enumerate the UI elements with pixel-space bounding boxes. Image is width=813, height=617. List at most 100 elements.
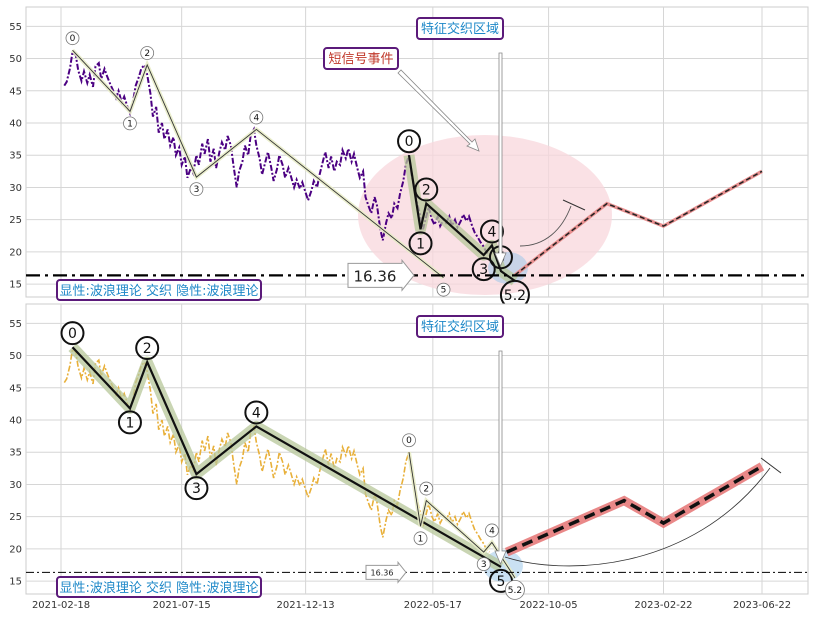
wave-node-1 <box>123 116 137 131</box>
panel-top: 1520253035404550550123450123455.216.36特征… <box>9 6 809 310</box>
y-tick-label: 50 <box>9 351 22 362</box>
short-signal-arrow <box>397 69 480 152</box>
wave-node-5.2 <box>505 579 525 600</box>
projection-curve <box>504 467 771 567</box>
wave-label-2: 2 <box>143 341 152 357</box>
legend-text: 显性:波浪理论 交织 隐性:波浪理论 <box>59 580 258 596</box>
wave-label-5: 5 <box>441 286 447 296</box>
y-tick-label: 25 <box>9 215 22 226</box>
wave-node-4 <box>479 219 504 244</box>
wave-label-4: 4 <box>252 405 261 421</box>
wave-small-line <box>72 49 444 279</box>
short-signal-label: 短信号事件 <box>328 52 393 67</box>
projection-line <box>505 464 763 554</box>
zone-label-box <box>416 315 504 338</box>
y-tick-label: 15 <box>9 577 22 588</box>
wave-label-4: 4 <box>487 224 496 240</box>
wave-label-3: 3 <box>481 560 487 570</box>
projection-cap <box>760 457 782 474</box>
wave-label-3: 3 <box>479 262 488 278</box>
hline-value-label: 16.36 <box>354 267 397 285</box>
projection-cap <box>562 199 586 211</box>
y-tick-label: 35 <box>9 151 22 162</box>
wave-label-0: 0 <box>406 436 412 446</box>
wave-node-0 <box>60 321 85 346</box>
wave-large-line <box>407 155 516 282</box>
wave-node-1 <box>117 410 142 435</box>
zone-label-box <box>416 17 504 40</box>
y-tick-label: 15 <box>9 280 22 291</box>
wave-node-4 <box>485 523 499 538</box>
wave-node-3 <box>189 182 204 197</box>
x-tick-label: 2023-06-22 <box>733 600 791 611</box>
wave-node-0 <box>397 129 422 154</box>
zone-pointer-arrow <box>494 52 507 268</box>
y-tick-label: 20 <box>9 544 22 555</box>
hline-value-box <box>347 258 415 292</box>
wave-label-5: 5 <box>497 574 506 590</box>
wave-label-0: 0 <box>405 134 414 150</box>
wave-label-1: 1 <box>125 415 134 431</box>
x-tick-label: 2022-05-17 <box>404 600 462 611</box>
wave-node-1 <box>413 531 428 546</box>
wave-label-3: 3 <box>194 185 200 195</box>
wave-label-0: 0 <box>68 326 77 342</box>
legend-box <box>56 279 262 301</box>
wave-node-2 <box>140 46 155 60</box>
y-tick-label: 55 <box>9 22 22 33</box>
wave-node-0 <box>65 31 80 46</box>
zone-pointer-arrow <box>494 350 507 566</box>
y-tick-label: 40 <box>9 416 22 427</box>
y-tick-label: 35 <box>9 448 22 459</box>
wave-label-1: 1 <box>127 119 133 129</box>
wave-label-1: 1 <box>416 236 425 252</box>
wave-node-4 <box>244 400 269 425</box>
wave-label-4: 4 <box>253 113 259 123</box>
wave-node-1 <box>408 231 433 256</box>
wave-node-2 <box>419 481 434 496</box>
y-tick-label: 20 <box>9 247 22 258</box>
legend-text: 显性:波浪理论 交织 隐性:波浪理论 <box>59 283 258 299</box>
projection-line <box>514 170 763 276</box>
y-tick-label: 45 <box>9 383 22 394</box>
wave-label-2: 2 <box>144 49 150 59</box>
wave-node-4 <box>249 110 264 125</box>
x-tick-label: 2021-12-13 <box>277 600 335 611</box>
wave-node-5 <box>436 282 451 297</box>
wave-label-2: 2 <box>423 485 429 495</box>
wave-large-line <box>71 346 502 568</box>
wave-label-1: 1 <box>418 534 424 544</box>
panel-bottom: 152025303540455055012345012345.216.36特征交… <box>9 303 809 611</box>
y-tick-label: 50 <box>9 54 22 65</box>
y-tick-label: 55 <box>9 319 22 330</box>
wave-node-0 <box>402 433 416 448</box>
wave-label-5.2: 5.2 <box>504 288 526 304</box>
y-tick-label: 40 <box>9 119 22 130</box>
zone-label: 特征交织区域 <box>421 21 499 37</box>
wave-label-0: 0 <box>70 34 76 44</box>
hline-value-box <box>365 560 407 584</box>
projection-curve <box>519 205 572 247</box>
wave-node-3 <box>471 257 496 282</box>
wave-node-2 <box>135 336 160 360</box>
wave-label-5.2: 5.2 <box>508 586 522 596</box>
x-tick-label: 2021-07-15 <box>153 600 211 611</box>
wave-node-2 <box>414 177 439 202</box>
y-tick-label: 30 <box>9 480 22 491</box>
y-tick-label: 25 <box>9 512 22 523</box>
wave-label-2: 2 <box>422 183 431 199</box>
wave-label-3: 3 <box>192 481 201 497</box>
x-tick-label: 2021-02-18 <box>32 600 90 611</box>
wave-node-3 <box>184 476 209 501</box>
short-signal-box <box>323 47 399 70</box>
x-tick-label: 2023-02-22 <box>634 600 692 611</box>
legend-box <box>56 576 262 598</box>
hline-value-label: 16.36 <box>371 568 394 577</box>
wave-node-3 <box>476 557 491 572</box>
wave-label-4: 4 <box>489 526 495 536</box>
wave-small-line <box>408 452 516 579</box>
y-tick-label: 45 <box>9 86 22 97</box>
x-tick-label: 2022-10-05 <box>520 600 578 611</box>
zone-label: 特征交织区域 <box>421 319 499 335</box>
